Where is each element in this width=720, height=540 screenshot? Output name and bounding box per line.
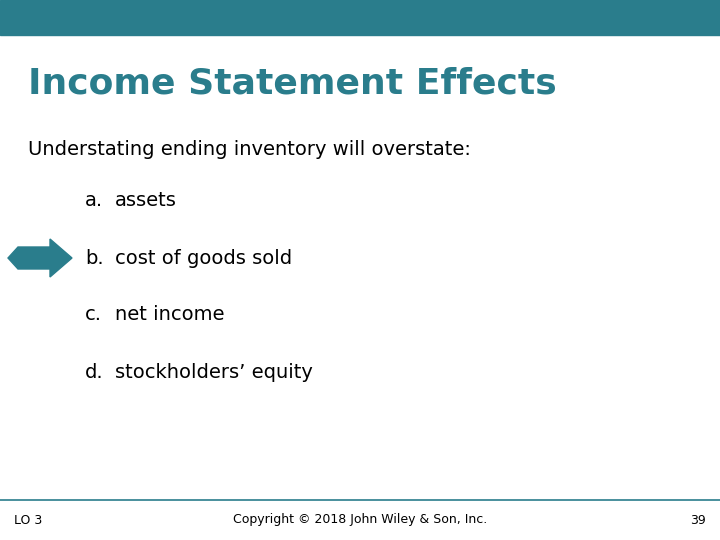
Text: assets: assets [115,191,177,210]
Text: c.: c. [85,306,102,325]
Text: Understating ending inventory will overstate:: Understating ending inventory will overs… [28,140,471,159]
Polygon shape [8,239,72,277]
Text: b.: b. [85,248,104,267]
Text: Copyright © 2018 John Wiley & Son, Inc.: Copyright © 2018 John Wiley & Son, Inc. [233,514,487,526]
Text: net income: net income [115,306,225,325]
Text: 39: 39 [690,514,706,526]
Text: d.: d. [85,362,104,381]
Text: a.: a. [85,191,103,210]
Text: stockholders’ equity: stockholders’ equity [115,362,313,381]
Text: cost of goods sold: cost of goods sold [115,248,292,267]
Text: LO 3: LO 3 [14,514,42,526]
Bar [0,0,720,35]
Text: Income Statement Effects: Income Statement Effects [28,66,557,100]
